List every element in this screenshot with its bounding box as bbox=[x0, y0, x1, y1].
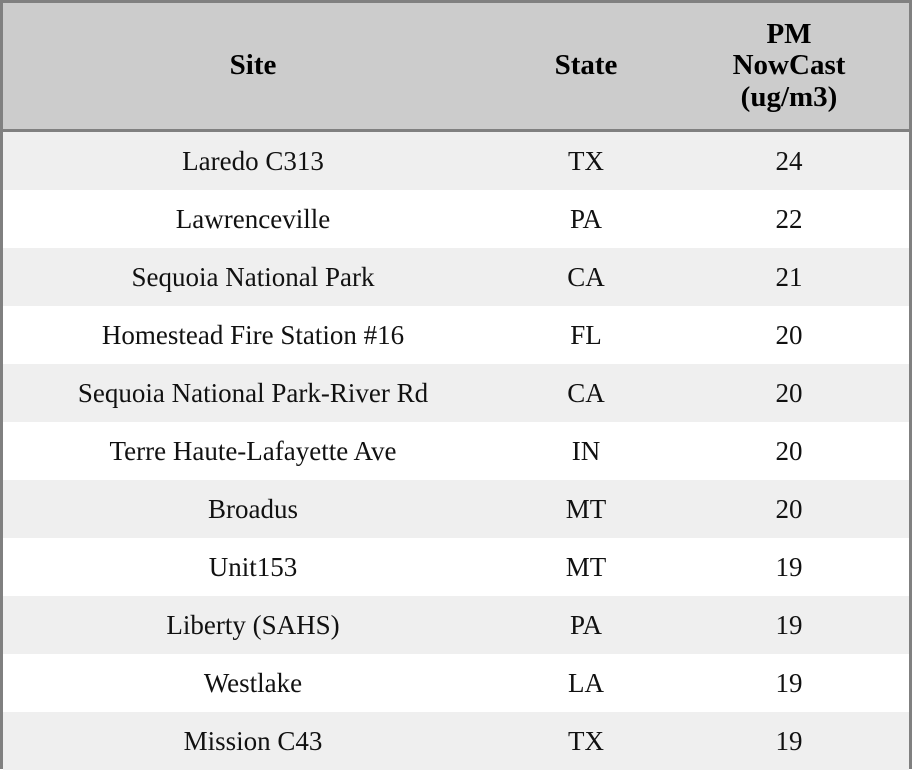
column-header-pm-nowcast: PM NowCast (ug/m3) bbox=[669, 3, 909, 131]
cell-state: CA bbox=[503, 248, 669, 306]
cell-value: 20 bbox=[669, 480, 909, 538]
cell-value: 24 bbox=[669, 131, 909, 191]
cell-value: 19 bbox=[669, 596, 909, 654]
cell-state: MT bbox=[503, 480, 669, 538]
cell-state: TX bbox=[503, 712, 669, 770]
column-header-site: Site bbox=[3, 3, 503, 131]
cell-site: Terre Haute-Lafayette Ave bbox=[3, 422, 503, 480]
table-header: Site State PM NowCast (ug/m3) bbox=[3, 3, 909, 131]
cell-site: Liberty (SAHS) bbox=[3, 596, 503, 654]
column-header-state: State bbox=[503, 3, 669, 131]
cell-site: Westlake bbox=[3, 654, 503, 712]
cell-site: Broadus bbox=[3, 480, 503, 538]
cell-state: LA bbox=[503, 654, 669, 712]
column-header-pm-nowcast-line2: NowCast bbox=[733, 49, 846, 81]
cell-value: 19 bbox=[669, 654, 909, 712]
cell-state: CA bbox=[503, 364, 669, 422]
cell-state: FL bbox=[503, 306, 669, 364]
table-header-row: Site State PM NowCast (ug/m3) bbox=[3, 3, 909, 131]
pm-nowcast-table: Site State PM NowCast (ug/m3) Laredo C31… bbox=[3, 3, 909, 770]
cell-state: TX bbox=[503, 131, 669, 191]
cell-site: Homestead Fire Station #16 bbox=[3, 306, 503, 364]
cell-value: 19 bbox=[669, 538, 909, 596]
cell-site: Mission C43 bbox=[3, 712, 503, 770]
cell-value: 20 bbox=[669, 306, 909, 364]
cell-site: Sequoia National Park bbox=[3, 248, 503, 306]
cell-state: MT bbox=[503, 538, 669, 596]
cell-value: 22 bbox=[669, 190, 909, 248]
cell-state: IN bbox=[503, 422, 669, 480]
cell-site: Laredo C313 bbox=[3, 131, 503, 191]
column-header-pm-nowcast-line1: PM bbox=[766, 18, 811, 50]
cell-value: 20 bbox=[669, 422, 909, 480]
cell-value: 19 bbox=[669, 712, 909, 770]
column-header-pm-nowcast-line3: (ug/m3) bbox=[741, 81, 838, 113]
cell-site: Unit153 bbox=[3, 538, 503, 596]
cell-state: PA bbox=[503, 596, 669, 654]
cell-value: 21 bbox=[669, 248, 909, 306]
cell-site: Sequoia National Park-River Rd bbox=[3, 364, 503, 422]
cell-site: Lawrenceville bbox=[3, 190, 503, 248]
cell-value: 20 bbox=[669, 364, 909, 422]
cell-state: PA bbox=[503, 190, 669, 248]
